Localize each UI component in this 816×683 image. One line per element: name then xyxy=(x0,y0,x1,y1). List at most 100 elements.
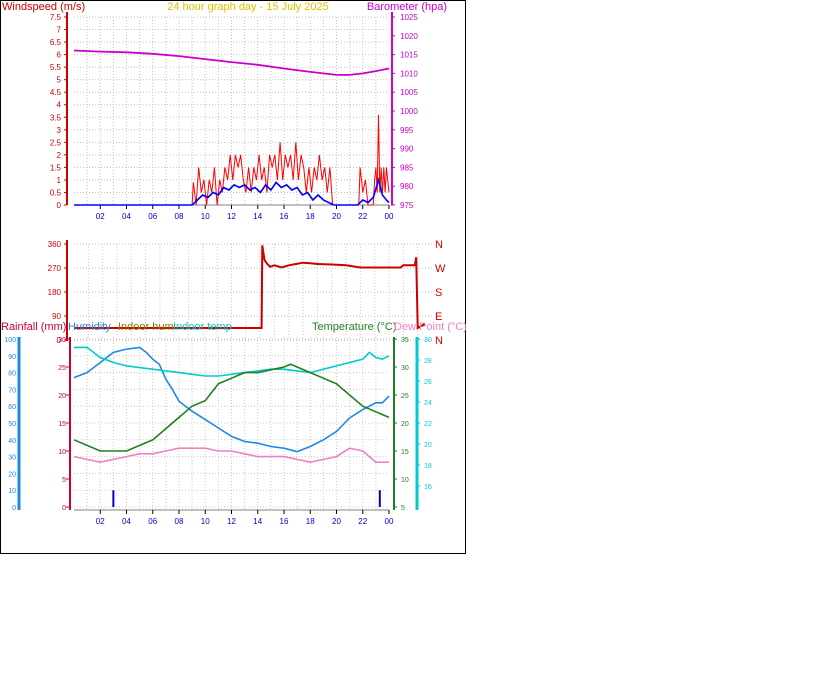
indoor-temp-legend: Indoor temp xyxy=(173,321,232,333)
temperature-humidity-chart: 0102030405060708090100051015202530510152… xyxy=(4,337,432,526)
humidity-tick-label: 80 xyxy=(8,371,16,378)
compass-label: N xyxy=(435,239,443,251)
temp-tick-label: 30 xyxy=(401,365,409,372)
temp-tick-label: 25 xyxy=(401,393,409,400)
temp-tick-label: 10 xyxy=(401,477,409,484)
wind-barometer-chart: 0 0.5 1 1.5 2 2.5 3 3.5 4 4.5 5 5.5 6 6.5 7 7.5 975 980 98… xyxy=(50,12,418,221)
dew-tick-label: 28 xyxy=(424,358,432,365)
y-right-tick-label: 1025 xyxy=(400,13,418,22)
dew-tick-label: 18 xyxy=(424,463,432,470)
rain-tick-label: 15 xyxy=(58,421,66,428)
y-tick-label: 2 xyxy=(57,151,62,160)
x-tick-label: 00 xyxy=(385,212,394,221)
x-tick-label: 02 xyxy=(96,517,105,526)
dew-tick-label: 20 xyxy=(424,442,432,449)
y-tick-label: 90 xyxy=(52,312,61,321)
y-tick-label: 1 xyxy=(57,176,62,185)
y-tick-label: 7 xyxy=(57,26,62,35)
rain-tick-label: 30 xyxy=(58,337,66,344)
y-tick-label: 6.5 xyxy=(50,38,62,47)
compass-label: S xyxy=(435,287,442,299)
rain-tick-label: 5 xyxy=(62,477,66,484)
y-tick-label: 3.5 xyxy=(50,113,62,122)
x-tick-label: 18 xyxy=(306,517,315,526)
dew-tick-label: 24 xyxy=(424,400,432,407)
y-right-tick-label: 1015 xyxy=(400,51,418,60)
rain-tick-label: 10 xyxy=(58,449,66,456)
x-tick-label: 10 xyxy=(201,517,210,526)
graph-title: 24 hour graph day - 15 July 2025 xyxy=(167,1,328,13)
x-tick-label: 20 xyxy=(332,517,341,526)
wind-direction-line xyxy=(74,245,426,330)
humidity-legend: Humidity xyxy=(68,321,111,333)
y-tick-label: 0 xyxy=(57,201,62,210)
rain-tick-label: 25 xyxy=(58,365,66,372)
humidity-tick-label: 60 xyxy=(8,404,16,411)
temperature-axis-label: Temperature (°C) xyxy=(312,321,396,333)
y-tick-label: 3 xyxy=(57,126,62,135)
humidity-tick-label: 20 xyxy=(8,471,16,478)
rainfall-axis-label: Rainfall (mm) xyxy=(1,321,66,333)
x-tick-label: 06 xyxy=(148,212,157,221)
weather-charts: Windspeed (m/s) 24 hour graph day - 15 J… xyxy=(1,1,466,526)
y-right-tick-label: 995 xyxy=(400,126,414,135)
humidity-tick-label: 90 xyxy=(8,354,16,361)
x-tick-label: 02 xyxy=(96,212,105,221)
x-tick-label: 16 xyxy=(280,517,289,526)
humidity-tick-label: 40 xyxy=(8,438,16,445)
humidity-tick-label: 10 xyxy=(8,488,16,495)
x-tick-label: 20 xyxy=(332,212,341,221)
compass-label: E xyxy=(435,311,442,323)
y-right-tick-label: 1000 xyxy=(400,107,418,116)
temperature-line xyxy=(73,363,390,452)
x-tick-label: 14 xyxy=(253,517,262,526)
barometer-line xyxy=(73,49,390,76)
dew_point-line xyxy=(73,447,389,464)
dew-point-axis-label: Dew Point (°C) xyxy=(394,321,466,333)
x-tick-label: 14 xyxy=(253,212,262,221)
y-right-tick-label: 1020 xyxy=(400,32,418,41)
y-tick-label: 180 xyxy=(48,288,62,297)
barometer-axis-label: Barometer (hpa) xyxy=(367,1,447,13)
x-tick-label: 00 xyxy=(385,517,394,526)
temp-tick-label: 35 xyxy=(401,337,409,344)
indoor-hum-legend: Indoor hum xyxy=(118,321,174,333)
humidity-line xyxy=(73,346,390,453)
y-tick-label: 4.5 xyxy=(50,88,62,97)
dew-tick-label: 30 xyxy=(424,337,432,344)
y-tick-label: 0 xyxy=(57,336,62,345)
wind_gust-line xyxy=(74,114,390,206)
y-tick-label: 2.5 xyxy=(50,138,62,147)
y-right-tick-label: 1010 xyxy=(400,69,418,78)
x-tick-label: 22 xyxy=(358,212,367,221)
y-tick-label: 7.5 xyxy=(50,13,62,22)
x-tick-label: 18 xyxy=(306,212,315,221)
rain-tick-label: 0 xyxy=(62,505,66,512)
x-tick-label: 04 xyxy=(122,212,131,221)
dew-tick-label: 16 xyxy=(424,484,432,491)
y-tick-label: 1.5 xyxy=(50,163,62,172)
y-right-tick-label: 975 xyxy=(400,201,414,210)
compass-label: W xyxy=(435,263,446,275)
x-tick-label: 12 xyxy=(227,517,236,526)
indoor_temp-line xyxy=(74,346,390,377)
dew-tick-label: 26 xyxy=(424,379,432,386)
humidity-tick-label: 50 xyxy=(8,421,16,428)
humidity-tick-label: 100 xyxy=(4,337,16,344)
x-tick-label: 08 xyxy=(175,212,184,221)
x-tick-label: 22 xyxy=(358,517,367,526)
y-tick-label: 360 xyxy=(48,240,62,249)
y-right-tick-label: 985 xyxy=(400,163,414,172)
y-right-tick-label: 990 xyxy=(400,145,414,154)
dew-tick-label: 22 xyxy=(424,421,432,428)
wind_avg-line xyxy=(74,176,390,206)
x-tick-label: 16 xyxy=(280,212,289,221)
y-right-tick-label: 1005 xyxy=(400,88,418,97)
y-tick-label: 5 xyxy=(57,76,62,85)
temp-tick-label: 5 xyxy=(401,505,405,512)
x-tick-label: 12 xyxy=(227,212,236,221)
temp-tick-label: 15 xyxy=(401,449,409,456)
y-tick-label: 5.5 xyxy=(50,63,62,72)
wind-direction-chart: 0 N 90 E 180 S 270 W 360 N xyxy=(48,239,446,347)
humidity-tick-label: 70 xyxy=(8,387,16,394)
